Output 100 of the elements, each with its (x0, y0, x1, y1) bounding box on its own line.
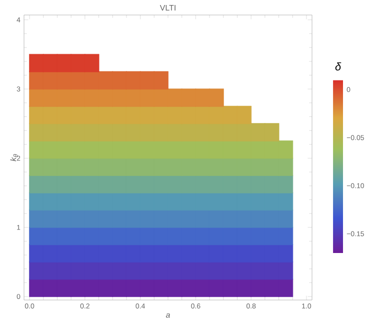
point (181, 123, 196, 142)
point (209, 123, 224, 142)
point (154, 71, 168, 90)
point (70, 140, 86, 159)
point (56, 140, 72, 159)
point (140, 262, 155, 280)
point (56, 262, 72, 280)
point (195, 123, 210, 142)
point (140, 88, 155, 107)
point (112, 175, 127, 194)
point (195, 226, 210, 246)
point (250, 123, 266, 142)
point (278, 278, 294, 297)
point (250, 140, 266, 159)
point (29, 88, 44, 107)
point (98, 210, 114, 228)
point (250, 210, 266, 228)
point (56, 88, 72, 107)
point (154, 175, 168, 194)
point (278, 262, 294, 280)
point (236, 226, 252, 246)
point (98, 140, 114, 159)
point (195, 262, 210, 280)
point (181, 226, 196, 246)
point (195, 175, 210, 194)
point (154, 210, 168, 228)
point (112, 88, 127, 107)
point (154, 262, 168, 280)
point (70, 210, 86, 228)
point (278, 158, 294, 176)
point (236, 140, 252, 159)
point (56, 123, 72, 142)
point (112, 262, 127, 280)
point (236, 106, 252, 124)
point (154, 140, 168, 159)
point (236, 175, 252, 194)
point (278, 244, 294, 262)
point (236, 262, 252, 280)
point (98, 123, 114, 142)
point (168, 88, 182, 107)
point (278, 140, 294, 159)
point (181, 140, 196, 159)
point (98, 175, 114, 194)
point (112, 226, 127, 246)
point (195, 140, 210, 159)
point (56, 210, 72, 228)
point (112, 140, 127, 159)
point (56, 226, 72, 246)
point (42, 54, 58, 72)
point (209, 210, 224, 228)
point (70, 226, 86, 246)
point (278, 175, 294, 194)
point (84, 54, 100, 72)
point (209, 140, 224, 159)
point (154, 123, 168, 142)
color-bar-title: δ (335, 62, 342, 70)
point (154, 226, 168, 246)
point (181, 175, 196, 194)
point (70, 88, 86, 107)
point (195, 88, 210, 107)
point (112, 210, 127, 228)
point (250, 226, 266, 246)
point (29, 140, 44, 159)
point (140, 175, 155, 194)
point (29, 54, 44, 72)
point (140, 210, 155, 228)
point (181, 210, 196, 228)
point (140, 123, 155, 142)
point (112, 123, 127, 142)
point (112, 71, 127, 90)
point (98, 226, 114, 246)
point (140, 140, 155, 159)
point (56, 54, 72, 72)
point (70, 262, 86, 280)
point (98, 88, 114, 107)
point (209, 175, 224, 194)
point (70, 54, 86, 72)
point (264, 123, 280, 142)
point (250, 175, 266, 194)
point (29, 175, 44, 194)
point (195, 210, 210, 228)
y-axis-title: k$_{θ}$ (10, 154, 18, 162)
point (56, 175, 72, 194)
point (181, 262, 196, 280)
point (278, 226, 294, 246)
point (29, 226, 44, 246)
chart-title: VLTI (160, 4, 176, 10)
point (209, 262, 224, 280)
point (278, 192, 294, 211)
point (126, 71, 141, 90)
x-axis-title: a (166, 313, 170, 318)
point (29, 123, 44, 142)
point (29, 262, 44, 280)
point (140, 226, 155, 246)
point (209, 226, 224, 246)
point (70, 175, 86, 194)
point (98, 71, 114, 90)
point (154, 88, 168, 107)
point (209, 88, 224, 107)
point (278, 210, 294, 228)
